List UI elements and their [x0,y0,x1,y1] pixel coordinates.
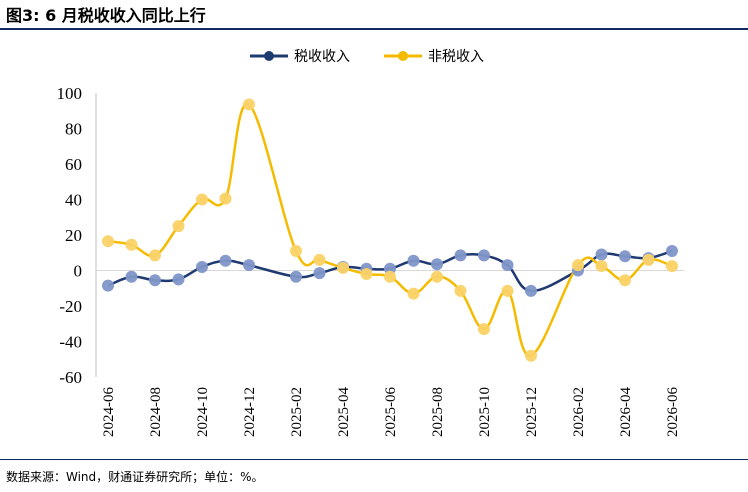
series-line-nontax [107,102,673,357]
series-point-tax [149,274,161,287]
y-tick-label: -60 [59,368,82,387]
x-tick-label: 2025-08 [430,387,446,437]
series-point-nontax [196,193,208,206]
x-tick-label: 2025-02 [289,387,305,437]
legend-label-nontax: 非税收入 [428,49,484,65]
series-point-nontax [384,270,396,283]
series-point-tax [313,267,326,280]
series-point-nontax [454,284,467,297]
series-point-nontax [595,260,608,273]
x-tick-label: 2024-12 [242,387,258,437]
series-point-nontax [172,220,185,233]
plot-area [102,98,678,362]
x-tick-label: 2026-02 [571,387,587,437]
y-tick-label: 60 [65,155,82,174]
series-point-nontax [243,98,255,111]
series-point-tax [525,284,537,297]
x-tick-label: 2024-08 [148,387,164,437]
y-tick-label: 0 [74,262,83,281]
series-point-tax [431,258,443,271]
x-tick-label: 2025-04 [336,387,352,437]
series-point-nontax [619,274,631,287]
series-point-nontax [102,235,114,248]
series-point-tax [125,270,138,283]
series-point-nontax [125,238,138,251]
x-tick-label: 2025-12 [524,387,540,437]
series-point-nontax [525,349,537,362]
legend-label-tax: 税收收入 [294,49,350,65]
series-point-nontax [407,287,420,300]
series-point-nontax [572,259,584,272]
source-note: 数据来源：Wind，财通证券研究所；单位：%。 [6,470,264,484]
series-point-tax [407,254,420,267]
y-tick-label: 20 [65,226,82,245]
x-axis: 2024-06 2024-08 2024-10 2024-12 2025-02 2025-… [96,270,684,437]
figure-title: 图3: 6 月税收收入同比上行 [6,6,206,25]
series-point-nontax [313,253,326,266]
bottom-rule [0,459,748,460]
series-point-nontax [290,244,302,257]
series-point-tax [172,273,185,286]
y-tick-label: 40 [65,191,82,210]
x-tick-label: 2025-06 [383,387,399,437]
series-point-nontax [219,192,232,205]
y-tick-label: 100 [57,84,83,103]
series-point-nontax [149,249,161,262]
x-tick-label: 2024-10 [195,387,211,437]
series-point-tax [619,250,631,263]
legend-marker-tax [264,51,274,61]
series-point-tax [196,260,208,273]
series-point-nontax [666,260,678,273]
top-rule [0,28,748,30]
series-point-tax [219,254,232,267]
y-tick-label: -20 [59,297,82,316]
series-point-nontax [501,284,514,297]
series-point-tax [243,259,255,272]
legend-marker-nontax [398,51,408,61]
x-tick-label: 2025-10 [477,387,493,437]
series-point-tax [666,244,678,257]
y-tick-label: 80 [65,120,82,139]
x-tick-label: 2026-04 [618,387,634,437]
series-point-tax [501,259,514,272]
series-point-nontax [478,323,490,336]
x-tick-label: 2024-06 [101,387,117,437]
series-point-tax [454,249,467,262]
y-axis: -60 -40 -20 0 20 40 60 80 100 [57,84,97,387]
series-point-tax [290,270,302,283]
series-point-tax [478,249,490,262]
x-tick-label: 2026-06 [665,387,681,437]
series-point-nontax [431,270,443,283]
series-point-tax [102,279,114,292]
series-point-nontax [360,268,373,281]
series-point-nontax [642,253,655,266]
series-point-nontax [337,261,349,274]
legend: 税收收入 非税收入 [250,49,484,65]
y-tick-label: -40 [59,333,82,352]
series-point-tax [595,248,608,261]
